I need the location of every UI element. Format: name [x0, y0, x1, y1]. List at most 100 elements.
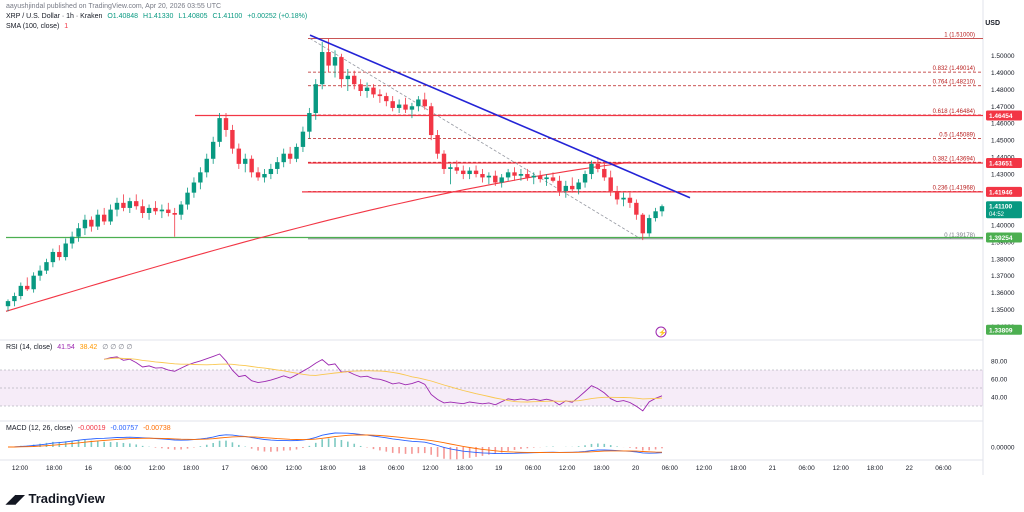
sma-value: 1	[64, 23, 69, 30]
sma-100-line	[5, 161, 631, 312]
candle-body	[499, 177, 504, 183]
candle-body	[178, 204, 184, 215]
price-tick-label: 1.35000	[991, 307, 1015, 314]
candle-body	[441, 153, 447, 169]
time-tick-label: 12:00	[833, 465, 850, 472]
candle-body	[345, 75, 351, 80]
candle-body	[5, 301, 11, 307]
time-tick-label: 18:00	[867, 465, 884, 472]
candle-body	[89, 219, 94, 227]
candle-body	[287, 153, 293, 159]
time-tick-label: 18:00	[183, 465, 200, 472]
candle-body	[627, 197, 633, 203]
event-icon	[655, 326, 667, 338]
candle-body	[204, 158, 209, 173]
fib-level-label: 0.382 (1.43694)	[933, 156, 975, 162]
candle-body	[307, 113, 312, 132]
candle-body	[134, 201, 139, 207]
price-badge	[986, 232, 1022, 243]
candle-body	[76, 228, 81, 237]
price-tick-label: 1.38000	[991, 256, 1015, 263]
candle-body	[614, 190, 620, 200]
macd-label: MACD (12, 26, close)	[6, 425, 73, 432]
time-tick-label: 17	[222, 465, 230, 472]
price-tick-label: 1.45000	[991, 138, 1015, 145]
rsi-legend[interactable]: RSI (14, close) 41.54 38.42 ∅ ∅ ∅ ∅	[6, 343, 135, 352]
candle-body	[159, 209, 165, 212]
rsi-value: 41.54	[57, 344, 75, 351]
price-tick-label: 1.50000	[991, 53, 1015, 60]
candle-body	[435, 135, 440, 154]
time-tick-label: 06:00	[114, 465, 131, 472]
candle-body	[653, 211, 658, 219]
time-tick-label: 22	[906, 465, 914, 472]
candle-body	[364, 87, 370, 91]
candle-body	[576, 182, 581, 190]
candle-body	[531, 175, 536, 178]
candle-body	[313, 84, 318, 114]
candle-body	[140, 206, 145, 213]
price-tick-label: 1.37000	[991, 273, 1015, 280]
rsi-ma-line	[104, 357, 663, 403]
candle-body	[512, 172, 517, 176]
currency-label: USD	[985, 20, 1000, 27]
candle-body	[332, 57, 338, 66]
candle-body	[281, 153, 286, 163]
price-tick-label: 1.47000	[991, 104, 1015, 111]
macd-signal-value: -0.00738	[143, 425, 171, 432]
candle-body	[300, 131, 306, 147]
candle-body	[146, 207, 152, 213]
macd-legend[interactable]: MACD (12, 26, close) -0.00019 -0.00757 -…	[6, 424, 174, 433]
fib-level-label: 0 (1.39178)	[944, 233, 975, 239]
candle-body	[37, 270, 43, 276]
candle-body	[486, 175, 492, 178]
candle-body	[210, 141, 216, 159]
fib-level-label: 0.618 (1.46484)	[933, 109, 975, 115]
time-tick-label: 16	[85, 465, 93, 472]
price-badge-label: 1.33809	[989, 327, 1013, 334]
candle-body	[294, 146, 299, 159]
candle-body	[255, 172, 261, 178]
candle-body	[358, 84, 363, 91]
price-badge-countdown: 04:52	[989, 212, 1005, 218]
candle-body	[505, 172, 511, 178]
rsi-ma-value: 38.42	[79, 344, 98, 351]
time-tick-label: 12:00	[149, 465, 166, 472]
candle-body	[114, 202, 120, 210]
time-tick-label: 18:00	[46, 465, 63, 472]
candle-body	[422, 99, 427, 107]
tradingview-logo: ◢◤ TradingView	[6, 491, 105, 506]
ohlc-close: C1.41100	[212, 13, 243, 20]
event-icon-glyph: ⚡	[658, 328, 667, 337]
ohlc-change: +0.00252 (+0.18%)	[247, 13, 308, 20]
fib-level-label: 0.764 (1.48210)	[933, 80, 975, 86]
fib-level-label: 1 (1.51000)	[944, 32, 975, 38]
candle-body	[589, 163, 594, 175]
macd-tick-label: 0.00000	[991, 445, 1015, 452]
sma-legend[interactable]: SMA (100, close) 1	[6, 22, 71, 31]
candle-body	[621, 197, 626, 200]
fib-level-label: 0.5 (1.45089)	[939, 133, 975, 139]
candle-body	[473, 170, 479, 175]
price-badge	[986, 110, 1022, 121]
candle-body	[31, 275, 36, 290]
candle-body	[409, 106, 415, 110]
candle-body	[217, 118, 222, 142]
time-tick-label: 06:00	[388, 465, 405, 472]
candle-body	[185, 192, 190, 205]
candle-body	[570, 185, 575, 190]
candle-body	[166, 209, 171, 213]
time-tick-label: 18:00	[593, 465, 610, 472]
symbol-text[interactable]: XRP / U.S. Dollar · 1h · Kraken	[6, 13, 103, 20]
author-text: aayushjindal published on TradingView.co…	[6, 3, 222, 10]
candle-body	[69, 236, 75, 244]
time-tick-label: 12:00	[696, 465, 713, 472]
candle-body	[595, 163, 601, 169]
time-tick-label: 06:00	[662, 465, 679, 472]
candle-body	[371, 87, 376, 95]
macd-hist-value: -0.00019	[77, 425, 106, 432]
fib-level-label: 0.832 (1.49014)	[933, 66, 975, 72]
candle-body	[550, 177, 556, 181]
